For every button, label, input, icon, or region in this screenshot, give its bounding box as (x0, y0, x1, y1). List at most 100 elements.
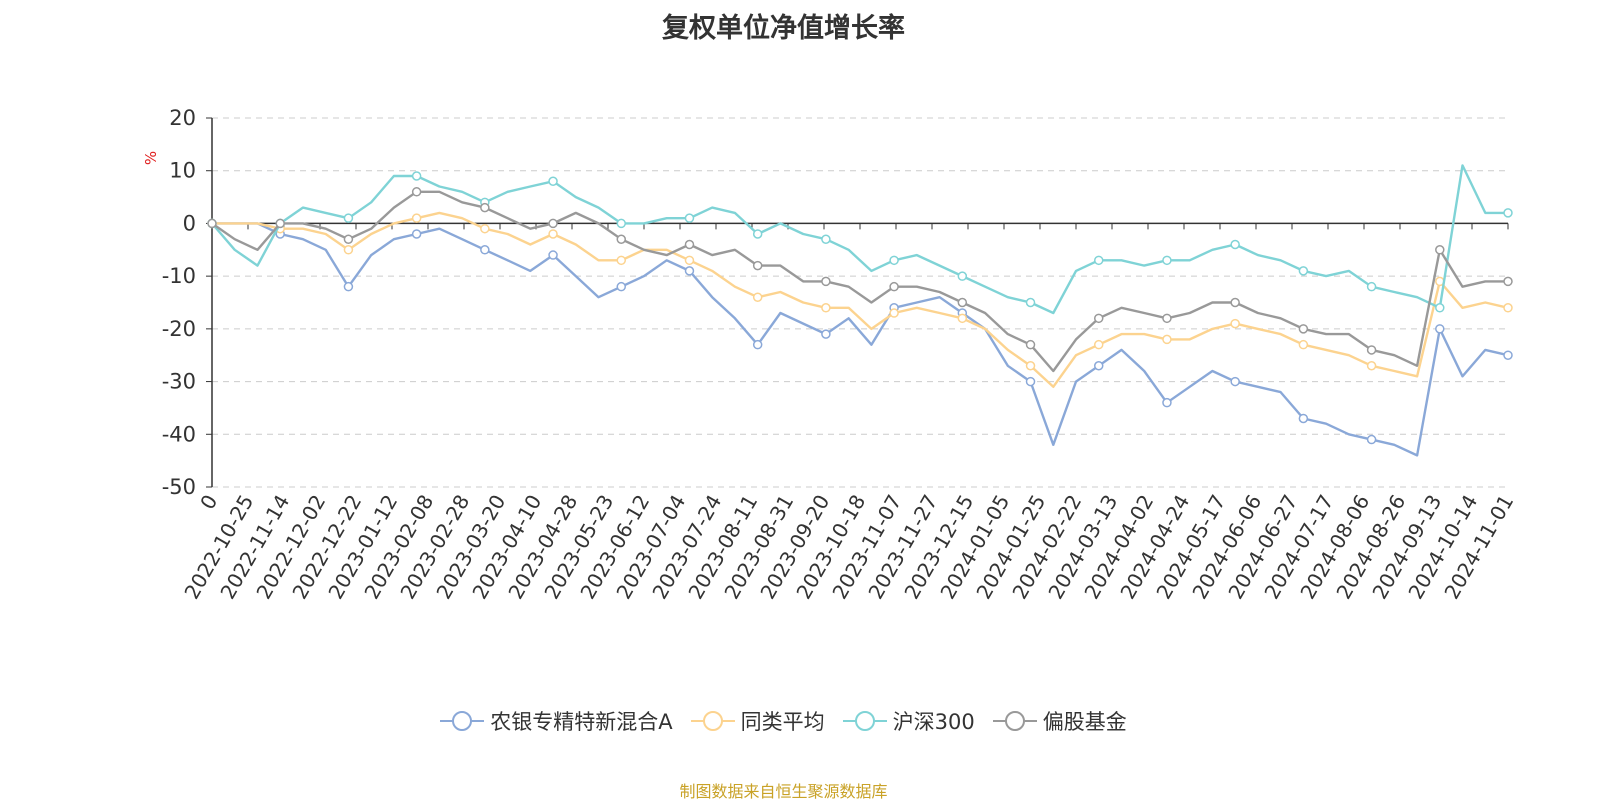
legend-item-fund[interactable]: 农银专精特新混合A (440, 706, 673, 736)
series-line-0 (212, 222, 1509, 457)
series-3-point-48 (1298, 324, 1309, 334)
series-2-point-39 (1093, 255, 1104, 266)
series-2-point-21 (684, 213, 695, 223)
series-0-point-12 (480, 245, 490, 255)
series-3-point-18 (616, 234, 627, 244)
series-0-point-42 (1162, 397, 1172, 408)
series-3-point-6 (343, 234, 354, 244)
series-1-point-24 (752, 292, 763, 302)
series-3-point-51 (1366, 345, 1377, 355)
series-2-point-42 (1162, 255, 1172, 266)
series-0-point-54 (1435, 324, 1445, 334)
series-2-point-30 (889, 255, 899, 266)
chart-title: 复权单位净值增长率 (662, 13, 905, 44)
series-3-point-42 (1162, 313, 1172, 324)
y-tick-label-5: -30 (162, 370, 196, 394)
legend-item-csi300[interactable]: 沪深300 (842, 706, 975, 736)
series-1-point-15 (548, 229, 558, 239)
legend-item-equity-funds[interactable]: 偏股基金 (992, 706, 1127, 736)
series-0-point-57 (1503, 350, 1513, 360)
legend-label-fund: 农银专精特新混合A (490, 710, 673, 734)
legend-label-csi300: 沪深300 (892, 710, 975, 734)
y-tick-label-7: -50 (162, 475, 196, 499)
y-axis-unit-label: % (142, 151, 160, 165)
series-1-point-9 (411, 213, 422, 223)
series-3-point-30 (889, 281, 899, 292)
legend-item-peer-average[interactable]: 同类平均 (690, 706, 825, 736)
series-3-point-3 (275, 218, 285, 229)
series-2-point-15 (548, 176, 558, 187)
y-tick-label-4: -20 (162, 317, 196, 341)
series-1-point-42 (1162, 334, 1172, 345)
series-3-point-57 (1503, 276, 1513, 287)
series-3-point-0 (207, 218, 217, 229)
series-2-point-18 (616, 218, 627, 229)
series-3-point-24 (752, 260, 763, 271)
series-2-point-6 (343, 213, 354, 223)
series-1-point-57 (1503, 303, 1513, 313)
series-1-point-21 (684, 255, 695, 266)
series-1-point-39 (1093, 339, 1104, 350)
series-1-point-45 (1230, 318, 1240, 329)
series-line-2 (211, 164, 1508, 315)
series-3-point-54 (1435, 245, 1445, 255)
legend-label-equity-funds: 偏股基金 (1042, 710, 1127, 734)
series-line-3 (211, 190, 1508, 373)
series-1-point-33 (957, 313, 968, 324)
series-1-point-12 (480, 223, 490, 234)
series-3-point-36 (1025, 339, 1036, 350)
series-1-point-18 (616, 255, 627, 266)
series-3-point-45 (1230, 297, 1240, 308)
series-3-point-12 (480, 202, 490, 213)
y-tick-label-1: 10 (169, 159, 196, 183)
series-3-point-27 (821, 276, 831, 287)
legend-marker-peer-average-icon (690, 711, 735, 731)
series-2-point-57 (1503, 208, 1513, 218)
x-tick-label-0: 0 (195, 491, 222, 514)
series-2-point-48 (1298, 266, 1309, 276)
series-0-point-48 (1298, 413, 1309, 424)
series-1-point-36 (1025, 361, 1036, 371)
series-0-point-51 (1366, 434, 1377, 445)
series-0-point-27 (821, 329, 831, 339)
series-1-point-48 (1298, 339, 1309, 350)
series-0-point-36 (1025, 376, 1036, 387)
chart-legend: 农银专精特新混合A 同类平均 沪深300 偏股基金 (0, 706, 1567, 736)
y-tick-label-3: -10 (162, 264, 196, 288)
series-3-point-39 (1093, 313, 1104, 324)
series-0-point-15 (548, 250, 558, 260)
y-tick-label-6: -40 (162, 422, 196, 446)
series-2-point-45 (1230, 239, 1240, 250)
series-3-point-21 (684, 239, 695, 250)
legend-marker-csi300-icon (842, 711, 887, 731)
series-0-point-21 (684, 266, 695, 276)
data-source-note: 制图数据来自恒生聚源数据库 (679, 782, 888, 801)
legend-marker-fund-icon (440, 711, 485, 731)
series-3-point-33 (957, 297, 968, 308)
series-2-point-36 (1025, 297, 1036, 308)
series-0-point-24 (752, 339, 763, 350)
y-tick-label-2: 0 (183, 211, 196, 235)
series-0-point-6 (343, 281, 354, 292)
series-1-point-6 (343, 245, 354, 255)
series-2-point-24 (752, 229, 763, 239)
series-3-point-15 (548, 218, 558, 229)
series-0-point-39 (1093, 361, 1104, 371)
series-0-point-45 (1230, 376, 1240, 387)
series-0-point-9 (411, 229, 422, 239)
series-2-point-51 (1366, 281, 1377, 292)
series-1-point-30 (889, 308, 899, 318)
series-2-point-33 (957, 271, 968, 281)
legend-label-peer-average: 同类平均 (740, 710, 825, 734)
series-3-point-9 (411, 187, 422, 197)
series-1-point-27 (821, 303, 831, 313)
series-1-point-51 (1366, 361, 1377, 371)
y-tick-label-0: 20 (169, 106, 196, 130)
series-line-1 (212, 211, 1509, 388)
series-2-point-9 (411, 171, 422, 181)
series-0-point-18 (616, 281, 627, 292)
series-2-point-27 (821, 234, 831, 244)
series-2-point-54 (1435, 303, 1445, 313)
legend-marker-equity-funds-icon (992, 711, 1037, 731)
